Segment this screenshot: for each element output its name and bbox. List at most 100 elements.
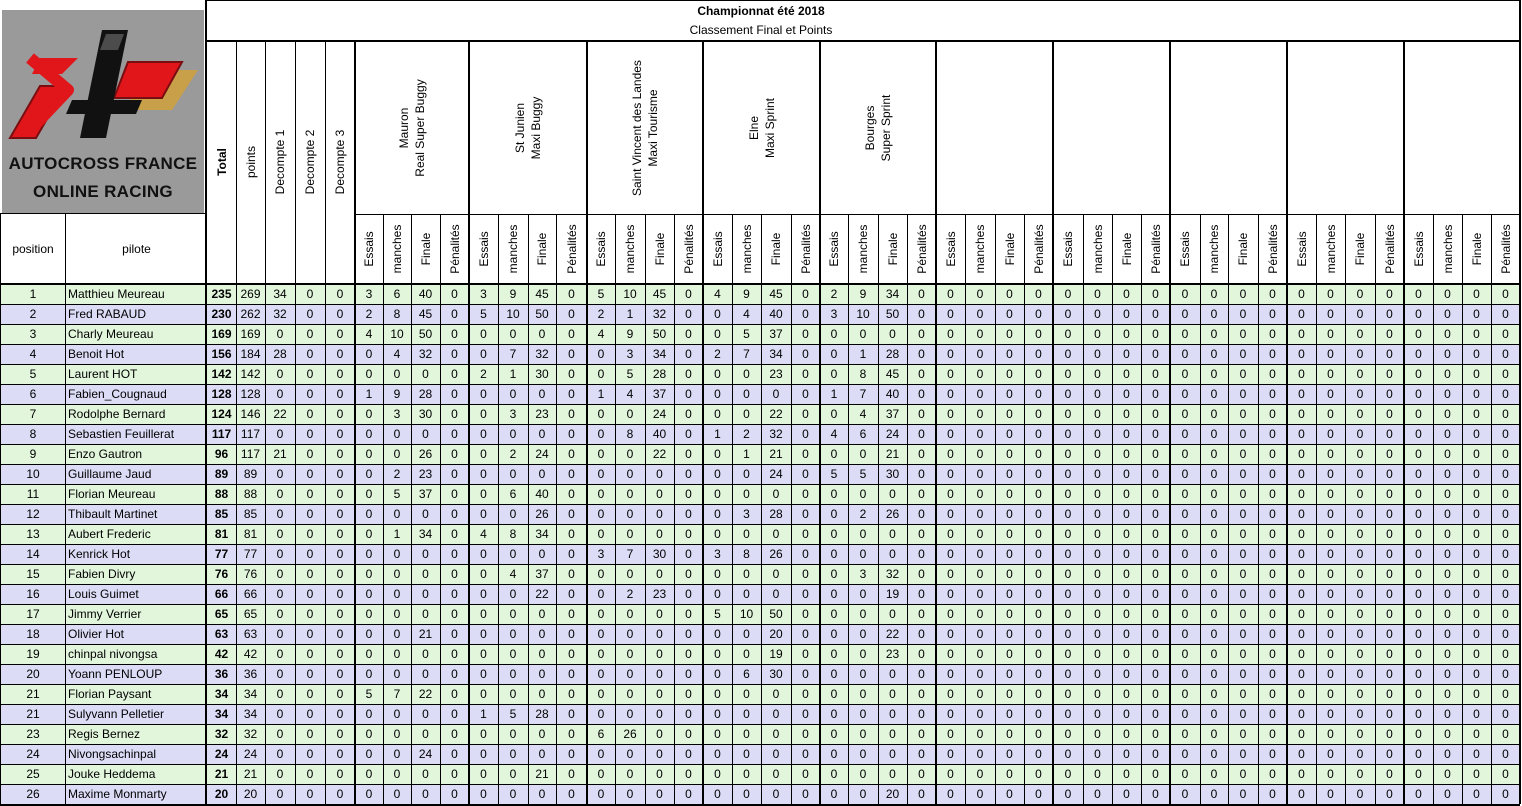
row-event-score: 0 (1210, 707, 1218, 721)
row-position: 13 (26, 527, 40, 541)
row-event-score: 0 (597, 347, 605, 361)
row-event-score: 7 (743, 347, 750, 361)
row-event-score: 0 (1415, 427, 1422, 441)
row-event-score: 0 (918, 367, 925, 381)
row-event-score: 0 (1094, 687, 1101, 701)
row-event-score: 0 (1386, 447, 1393, 461)
row-points: 117 (240, 427, 261, 441)
row-total: 235 (211, 287, 232, 301)
row-event-score: 0 (772, 767, 780, 781)
row-event-score: 0 (1210, 407, 1218, 421)
row-event-score: 0 (743, 727, 750, 741)
row-event-score: 0 (1239, 687, 1247, 701)
row-event-score: 0 (1356, 567, 1364, 581)
row-event-score: 0 (1064, 367, 1072, 381)
row-event-score: 0 (1298, 347, 1305, 361)
row-event-score: 0 (597, 707, 605, 721)
row-event-score: 0 (597, 367, 605, 381)
row-event-score: 26 (535, 507, 549, 521)
row-event-score: 0 (1094, 467, 1101, 481)
row-event-score: 0 (1415, 387, 1422, 401)
row-event-score: 0 (830, 687, 838, 701)
row-event-score: 0 (1123, 327, 1130, 341)
row-decompte-1: 0 (276, 627, 284, 641)
row-event-score: 0 (1473, 547, 1480, 561)
row-event-score: 0 (714, 527, 721, 541)
row-position: 16 (26, 587, 40, 601)
row-event-score: 0 (859, 747, 867, 761)
row-event-score: 0 (947, 607, 954, 621)
grid-line (0, 624, 1520, 625)
row-event-score: 0 (480, 427, 487, 441)
row-event-score: 0 (859, 487, 867, 501)
row-event-score: 0 (947, 447, 954, 461)
row-event-score: 0 (830, 707, 838, 721)
row-event-score: 0 (1386, 547, 1393, 561)
row-event-score: 6 (393, 287, 401, 301)
row-event-score: 1 (597, 387, 605, 401)
header-essais: Essais (710, 231, 725, 267)
row-event-score: 0 (918, 427, 925, 441)
row-event-score: 0 (1239, 307, 1247, 321)
row-event-score: 0 (1444, 747, 1451, 761)
row-decompte-3: 0 (336, 347, 344, 361)
row-event-score: 0 (1152, 547, 1159, 561)
row-event-score: 0 (918, 447, 925, 461)
row-event-score: 0 (480, 667, 487, 681)
row-decompte-2: 0 (306, 627, 314, 641)
row-event-score: 0 (480, 627, 487, 641)
table-row-bg (0, 664, 1520, 684)
row-event-score: 0 (830, 367, 838, 381)
row-event-score: 0 (802, 387, 809, 401)
row-event-score: 0 (976, 587, 984, 601)
row-event-score: 0 (1298, 367, 1305, 381)
row-event-score: 0 (568, 727, 575, 741)
row-event-score: 0 (393, 507, 401, 521)
row-event-score: 0 (714, 767, 721, 781)
row-event-score: 0 (1298, 647, 1305, 661)
row-event-score: 1 (626, 307, 634, 321)
row-event-score: 0 (1502, 607, 1509, 621)
row-event-score: 3 (859, 567, 867, 581)
row-event-score: 0 (1006, 327, 1013, 341)
row-event-score: 0 (1415, 447, 1422, 461)
row-event-score: 0 (889, 767, 896, 781)
row-pilote: Fabien_Cougnaud (68, 387, 167, 401)
row-event-score: 0 (772, 487, 780, 501)
row-event-score: 0 (1035, 467, 1042, 481)
grid-line (0, 704, 1520, 705)
table-row-bg (0, 704, 1520, 724)
row-event-score: 0 (1064, 787, 1072, 801)
row-event-score: 0 (451, 647, 458, 661)
row-event-score: 0 (743, 367, 750, 381)
row-event-score: 0 (976, 467, 984, 481)
header-manches: manches (973, 224, 987, 274)
row-pilote: Yoann PENLOUP (68, 667, 163, 681)
row-event-score: 0 (1356, 667, 1364, 681)
row-event-score: 0 (1064, 447, 1072, 461)
row-event-score: 0 (509, 327, 517, 341)
row-event-score: 4 (830, 427, 838, 441)
row-decompte-1: 0 (276, 527, 284, 541)
row-event-score: 0 (393, 787, 401, 801)
row-event-score: 0 (365, 427, 373, 441)
row-event-score: 0 (1035, 627, 1042, 641)
row-event-score: 0 (1415, 707, 1422, 721)
row-event-score: 0 (656, 667, 663, 681)
header-decompte-3: Decompte 3 (333, 129, 347, 195)
row-event-score: 0 (568, 367, 575, 381)
row-event-score: 0 (1123, 767, 1130, 781)
row-event-score: 0 (1210, 747, 1218, 761)
row-event-score: 0 (1035, 547, 1042, 561)
row-event-score: 0 (1152, 747, 1159, 761)
row-decompte-1: 28 (273, 347, 287, 361)
row-event-score: 0 (568, 647, 575, 661)
row-event-score: 0 (422, 707, 429, 721)
row-event-score: 0 (830, 547, 838, 561)
row-points: 128 (240, 387, 261, 401)
row-event-score: 28 (769, 507, 783, 521)
row-event-score: 0 (1210, 547, 1218, 561)
row-event-score: 0 (568, 427, 575, 441)
row-event-score: 24 (885, 427, 900, 441)
grid-line (205, 40, 1520, 42)
